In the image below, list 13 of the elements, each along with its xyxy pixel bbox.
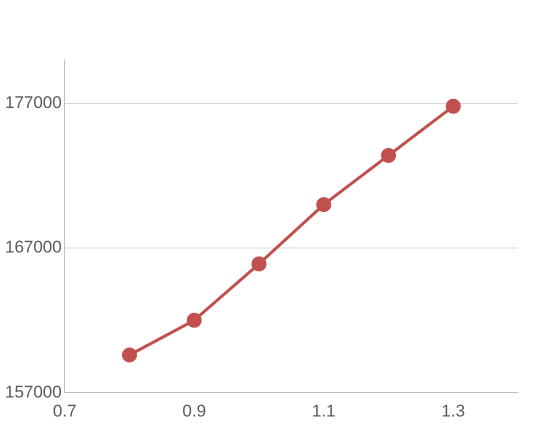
point — [122, 348, 137, 362]
point — [380, 148, 396, 163]
x-tick-label: 0.9 — [182, 401, 206, 420]
point — [251, 256, 266, 272]
point — [186, 312, 202, 328]
x-tick-label: 1.3 — [441, 401, 466, 420]
y-tick-label: 157000 — [4, 382, 62, 402]
x-tick-label: 0.7 — [52, 401, 77, 420]
point — [316, 197, 332, 212]
x-tick-label: 1.1 — [312, 401, 336, 420]
y-tick-label: 177000 — [4, 93, 62, 112]
point — [446, 98, 461, 114]
y-tick-label: 167000 — [4, 238, 62, 257]
